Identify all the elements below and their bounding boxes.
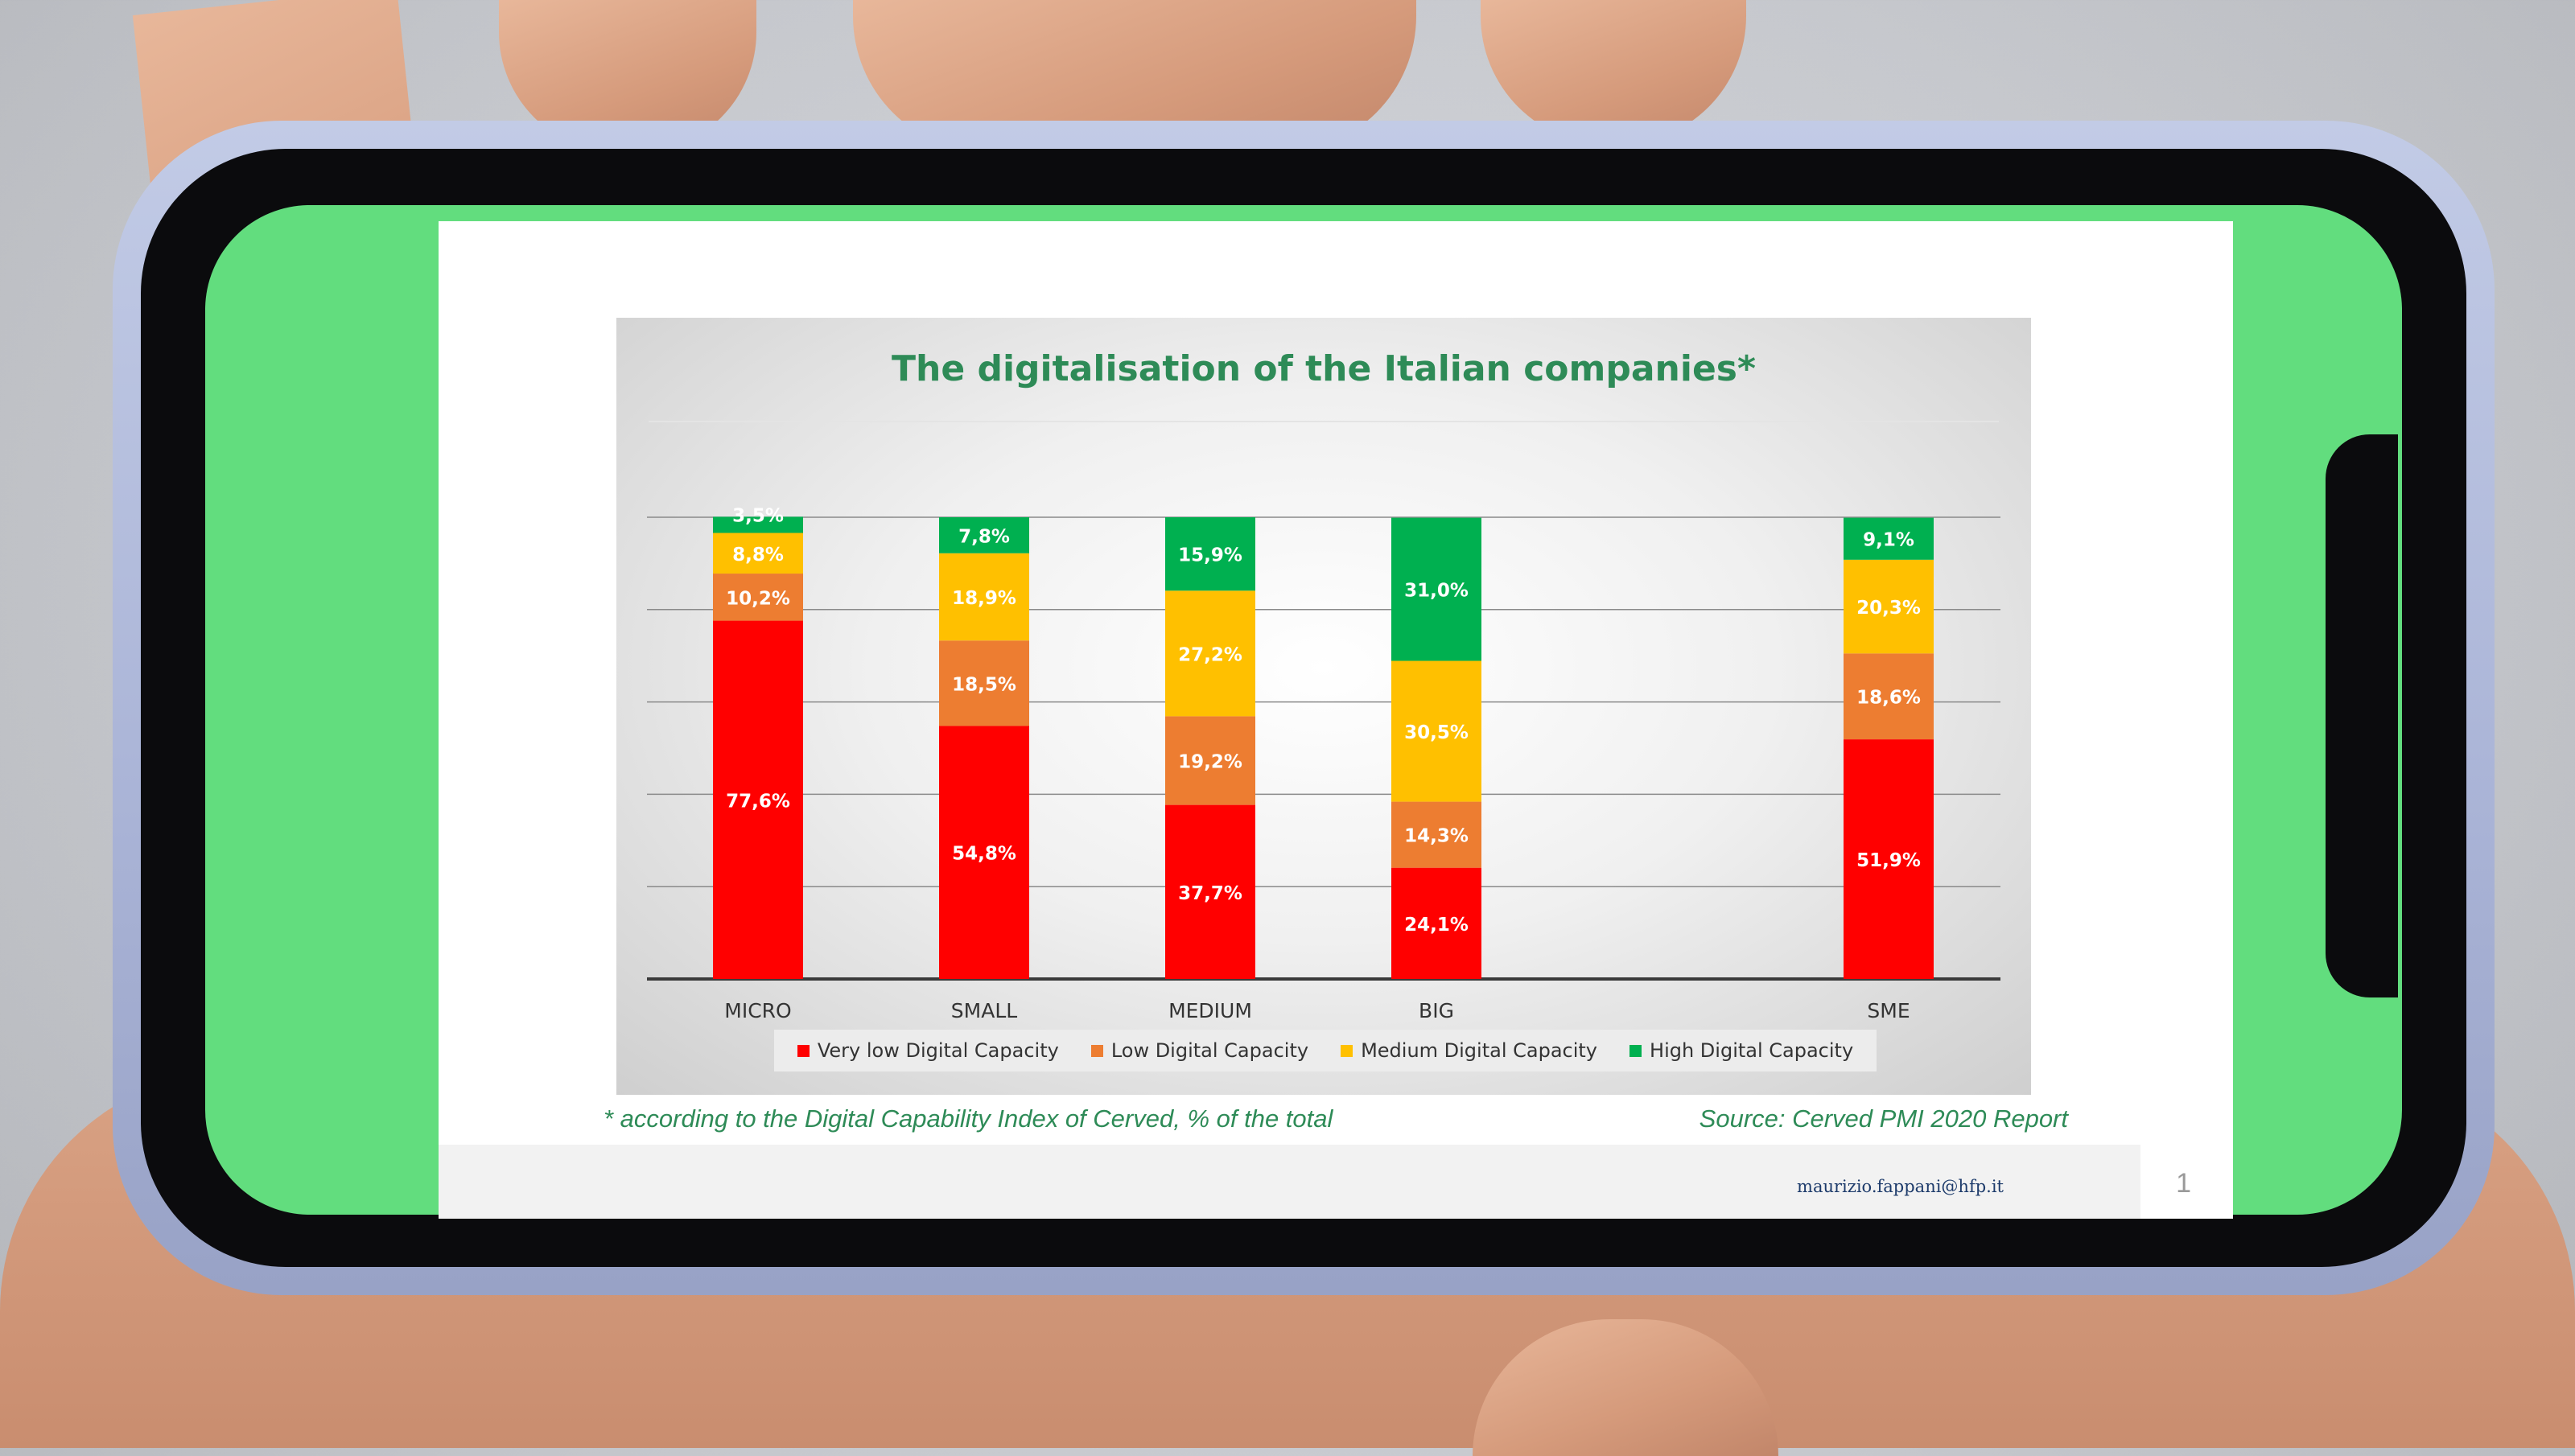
legend-item-medium: Medium Digital Capacity bbox=[1341, 1039, 1597, 1062]
legend-swatch bbox=[797, 1044, 810, 1057]
bar-segment bbox=[1391, 660, 1481, 802]
legend-item-high: High Digital Capacity bbox=[1629, 1039, 1853, 1062]
legend-swatch bbox=[1629, 1044, 1642, 1057]
data-label: 10,2% bbox=[726, 588, 790, 609]
author-email: maurizio.fappani@hfp.it bbox=[1797, 1177, 2004, 1196]
chart-legend: Very low Digital Capacity Low Digital Ca… bbox=[774, 1030, 1877, 1071]
x-tick-label: MEDIUM bbox=[1168, 999, 1252, 1022]
bar-segment bbox=[1391, 517, 1481, 661]
bar-segment bbox=[713, 516, 803, 533]
page-number: 1 bbox=[2176, 1168, 2191, 1199]
x-tick-label: SME bbox=[1867, 999, 1910, 1022]
bar-segment bbox=[1165, 517, 1255, 591]
legend-label: High Digital Capacity bbox=[1650, 1039, 1854, 1062]
data-label: 8,8% bbox=[732, 545, 784, 566]
phone-notch bbox=[2326, 434, 2398, 997]
bar-segment bbox=[1165, 804, 1255, 979]
x-tick-label: MICRO bbox=[724, 999, 791, 1022]
slide-footer: maurizio.fappani@hfp.it bbox=[439, 1145, 2140, 1219]
bar-segment bbox=[713, 620, 803, 979]
legend-item-very-low: Very low Digital Capacity bbox=[797, 1039, 1059, 1062]
chart-title: The digitalisation of the Italian compan… bbox=[891, 348, 1756, 389]
bar-segment bbox=[939, 640, 1029, 726]
data-label: 15,9% bbox=[1178, 545, 1242, 566]
data-label: 19,2% bbox=[1178, 751, 1242, 772]
data-label: 51,9% bbox=[1856, 850, 1921, 871]
data-label: 14,3% bbox=[1404, 826, 1469, 847]
data-label: 37,7% bbox=[1178, 883, 1242, 904]
bar-segment bbox=[939, 726, 1029, 979]
bar-segment bbox=[1844, 653, 1934, 740]
title-divider bbox=[649, 421, 1999, 422]
legend-label: Very low Digital Capacity bbox=[817, 1039, 1059, 1062]
data-label: 54,8% bbox=[952, 844, 1016, 865]
legend-label: Low Digital Capacity bbox=[1110, 1039, 1309, 1062]
chart-source: Source: Cerved PMI 2020 Report bbox=[1699, 1104, 2068, 1133]
bar-segment bbox=[1844, 739, 1934, 979]
legend-label: Medium Digital Capacity bbox=[1361, 1039, 1598, 1062]
data-label: 27,2% bbox=[1178, 644, 1242, 665]
bar-segment bbox=[1391, 867, 1481, 979]
data-label: 77,6% bbox=[726, 791, 790, 812]
bar-segment bbox=[1844, 517, 1934, 560]
data-label: 7,8% bbox=[958, 526, 1010, 547]
bar-segment bbox=[1391, 801, 1481, 868]
presentation-slide: The digitalisation of the Italian compan… bbox=[439, 221, 2233, 1219]
data-label: 18,5% bbox=[952, 674, 1016, 695]
legend-item-low: Low Digital Capacity bbox=[1090, 1039, 1309, 1062]
chart-footnote: * according to the Digital Capability In… bbox=[604, 1104, 1333, 1133]
bar-segment bbox=[939, 517, 1029, 553]
stacked-bar-chart: 77,6% 10,2% 8,8% 3,5% MICRO 54,8% 18,5% 18,9% 7,… bbox=[647, 505, 2000, 1022]
bar-segment bbox=[1165, 590, 1255, 717]
bar-segment bbox=[1165, 716, 1255, 805]
data-label: 30,5% bbox=[1404, 722, 1469, 743]
legend-swatch bbox=[1341, 1044, 1353, 1057]
data-label: 18,9% bbox=[952, 588, 1016, 609]
x-tick-label: BIG bbox=[1419, 999, 1454, 1022]
data-label: 20,3% bbox=[1856, 598, 1921, 619]
bar-segment bbox=[713, 574, 803, 621]
data-label: 3,5% bbox=[732, 505, 784, 526]
data-label: 18,6% bbox=[1856, 688, 1921, 709]
legend-swatch bbox=[1090, 1044, 1103, 1057]
data-label: 31,0% bbox=[1404, 581, 1469, 602]
data-label: 24,1% bbox=[1404, 915, 1469, 936]
data-label: 9,1% bbox=[1863, 530, 1914, 551]
bar-segment bbox=[939, 553, 1029, 641]
chart-area: The digitalisation of the Italian compan… bbox=[616, 318, 2031, 1095]
bar-segment bbox=[1844, 559, 1934, 654]
x-tick-label: SMALL bbox=[951, 999, 1017, 1022]
bar-segment bbox=[713, 533, 803, 574]
